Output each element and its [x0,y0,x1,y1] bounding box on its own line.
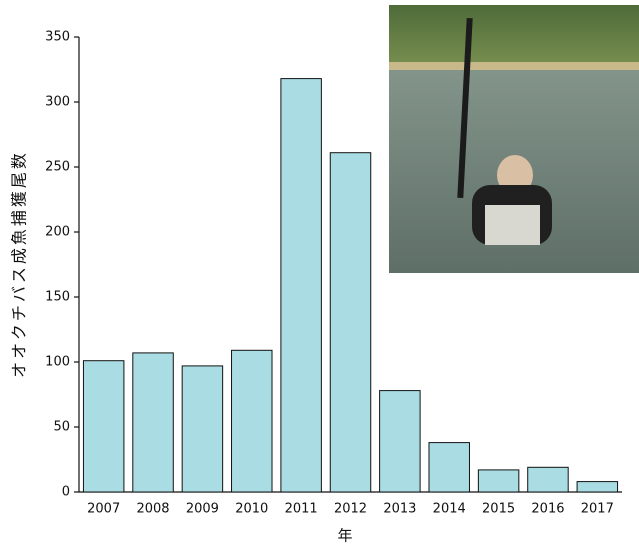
x-tick-label: 2009 [186,502,219,517]
bar [329,152,372,493]
x-tick-label: 2014 [433,502,466,517]
bar [181,365,224,493]
x-tick-label: 2013 [383,502,416,517]
x-tick-label: 2010 [235,502,268,517]
y-tick-label: 150 [45,290,70,305]
x-tick-label: 2012 [334,502,367,517]
bar [379,390,421,493]
y-tick-label: 0 [62,485,70,500]
bar [280,78,322,493]
bar [576,481,619,493]
y-tick-label: 300 [45,95,70,110]
bar [132,352,174,493]
bar [527,466,569,493]
y-tick-label: 350 [45,30,70,45]
y-tick-label: 200 [45,225,70,240]
y-axis-label: オオクチバス成魚捕獲尾数 [10,150,29,378]
x-tick-label: 2017 [581,502,614,517]
x-axis-label: 年 [337,527,352,545]
x-tick-label: 2011 [285,502,318,517]
bar [477,469,520,493]
y-tick-label: 100 [45,355,70,370]
x-tick-label: 2016 [531,502,564,517]
x-tick-label: 2015 [482,502,515,517]
x-tick-label: 2007 [87,502,120,517]
bar [428,442,470,493]
bar [82,360,125,493]
y-tick-label: 50 [53,420,70,435]
photo [389,5,639,273]
bar [231,349,273,493]
x-tick-label: 2008 [136,502,169,517]
y-tick-label: 250 [45,160,70,175]
